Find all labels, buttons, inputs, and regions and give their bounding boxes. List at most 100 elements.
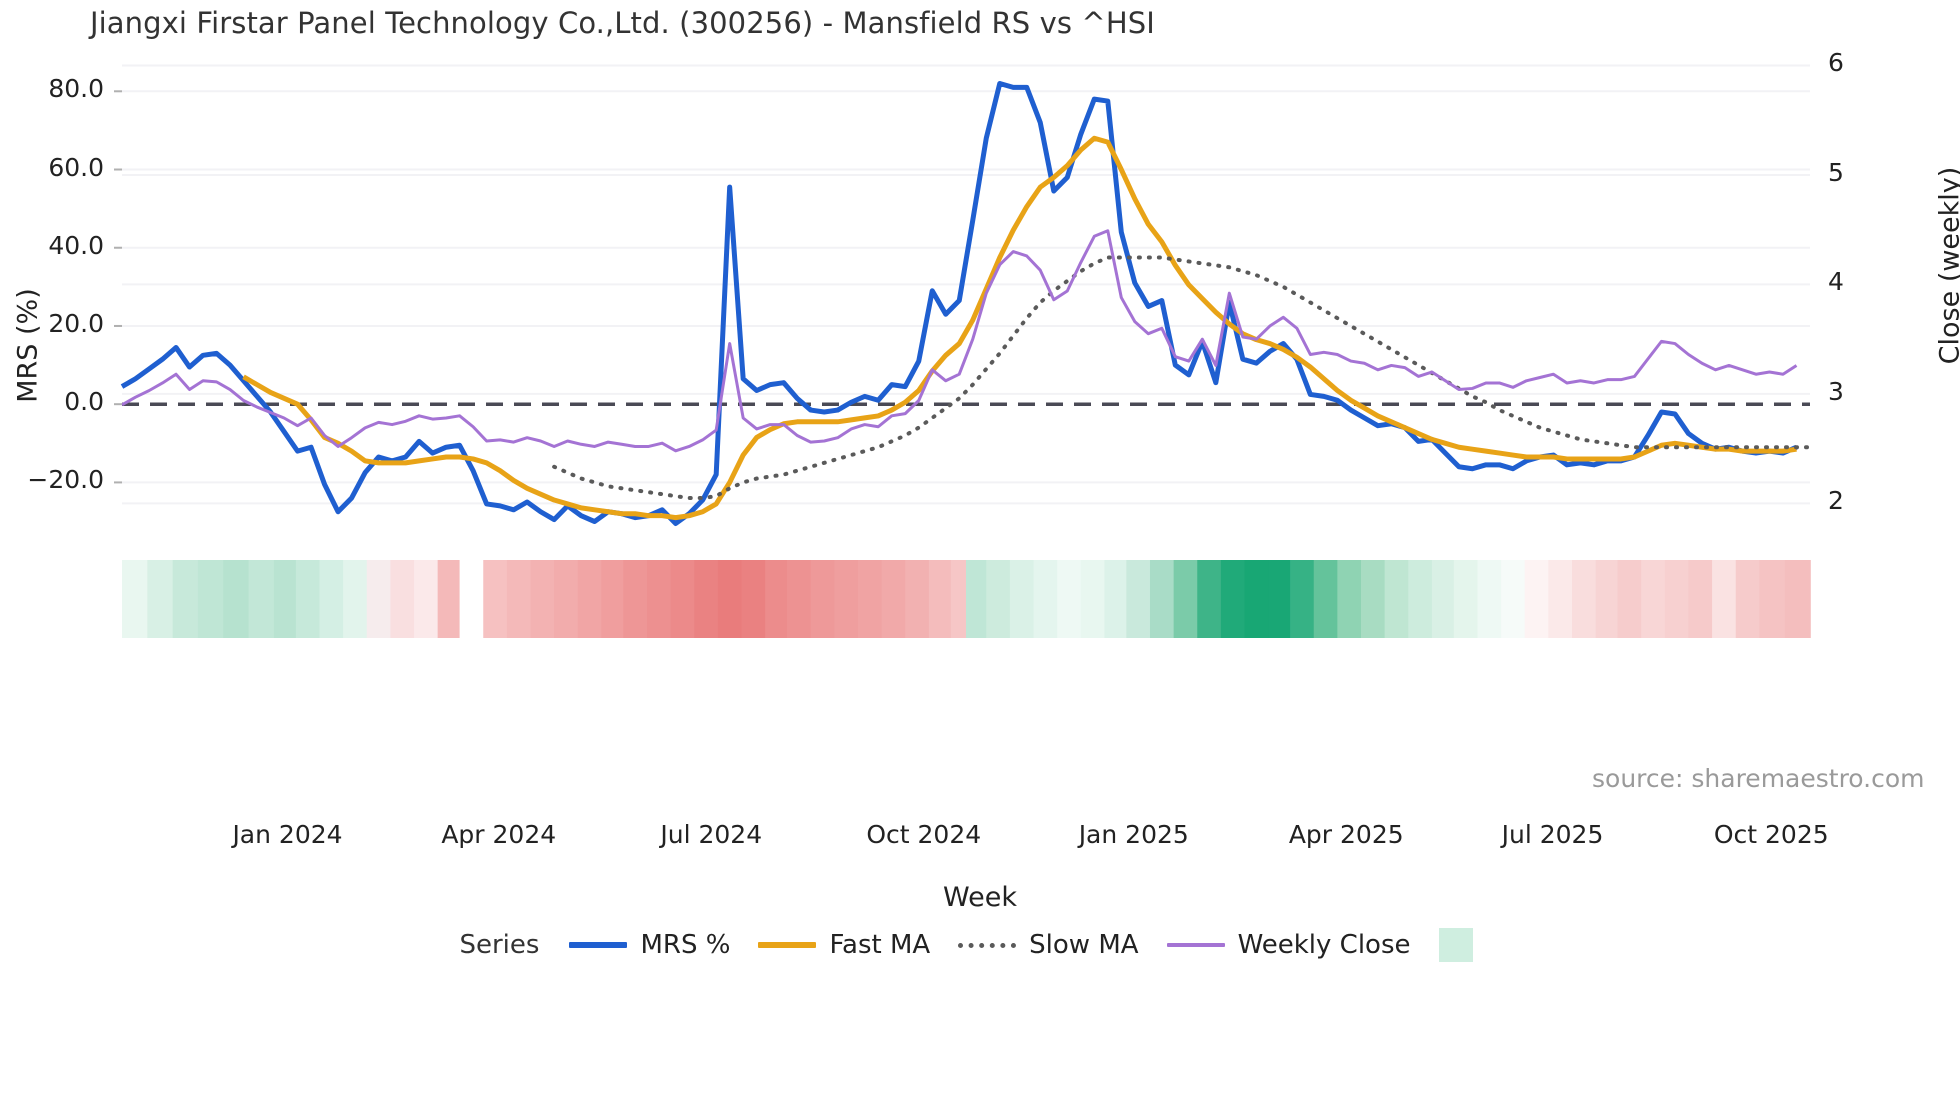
regime-band-segment (905, 560, 930, 638)
y-tick-left-0: 80.0 (48, 74, 104, 104)
legend-entry-4[interactable] (1438, 928, 1473, 962)
regime-band-segment (623, 560, 648, 638)
x-tick-2: Jul 2024 (660, 820, 763, 849)
regime-band-segment (366, 560, 392, 638)
regime-band-segment (950, 560, 967, 638)
regime-band-segment (928, 560, 952, 638)
regime-band-segment (1759, 560, 1786, 638)
legend-entry-list: MRS % Fast MA Slow MA Weekly Close (569, 928, 1500, 962)
legend-swatch-mrs- (569, 934, 628, 956)
regime-band-segment (1688, 560, 1713, 638)
legend-entry-2[interactable]: Slow MA (958, 930, 1139, 960)
x-tick-6: Jul 2025 (1501, 820, 1604, 849)
y-tick-left-5: −20.0 (27, 465, 104, 495)
regime-band-segment (1571, 560, 1597, 638)
regime-band-segment (1009, 560, 1035, 638)
y-tick-right-1: 5 (1828, 157, 1844, 187)
x-tick-0: Jan 2024 (232, 820, 343, 849)
x-tick-1: Apr 2024 (441, 820, 557, 849)
regime-band-segment (857, 560, 883, 638)
regime-band-segment (273, 560, 297, 638)
y-tick-right-4: 2 (1828, 486, 1844, 516)
regime-band-segment (694, 560, 719, 638)
chart-title: Jiangxi Firstar Panel Technology Co.,Ltd… (90, 6, 1155, 40)
regime-band-segment (343, 560, 368, 638)
regime-band-segment (646, 560, 672, 638)
regime-band-segment (787, 560, 812, 638)
regime-band-segment (1220, 560, 1246, 638)
x-tick-3: Oct 2024 (866, 820, 982, 849)
regime-band-segment (741, 560, 766, 638)
regime-band-segment (1033, 560, 1058, 638)
regime-band-segment (601, 560, 625, 638)
regime-band-segment (197, 560, 225, 638)
regime-band-segment (1126, 560, 1151, 638)
regime-band-segment (295, 560, 321, 638)
regime-band-segment (1104, 560, 1128, 638)
regime-band-segment (554, 560, 579, 638)
regime-band-segment (1501, 560, 1526, 638)
legend-swatch-weekly-close (1166, 934, 1225, 956)
regime-band-segment (1408, 560, 1433, 638)
regime-band-segment (1524, 560, 1550, 638)
regime-band-segment (986, 560, 1011, 638)
legend-label-2: Slow MA (1029, 930, 1139, 960)
legend-entry-0[interactable]: MRS % (569, 930, 730, 960)
regime-band-segment (1735, 560, 1761, 638)
series-line-fast-ma (242, 135, 1797, 521)
regime-band-segment (1173, 560, 1199, 638)
series-line-mrs (120, 80, 1798, 526)
legend-swatch-band (1438, 928, 1473, 962)
regime-band-segment (717, 560, 743, 638)
regime-band-segment (1197, 560, 1222, 638)
regime-band-segment (1453, 560, 1479, 638)
regime-band-segment (765, 560, 788, 638)
legend-label-0: MRS % (640, 930, 731, 960)
legend-label-1: Fast MA (829, 930, 931, 960)
regime-band-segment (1384, 560, 1410, 638)
y-tick-right-3: 3 (1828, 376, 1844, 406)
regime-band-segment (1149, 560, 1175, 638)
y-tick-left-4: 0.0 (64, 387, 104, 417)
regime-band-segment (1244, 560, 1269, 638)
regime-band-segment (459, 560, 485, 638)
regime-band-segment (834, 560, 859, 638)
regime-band-segment (483, 560, 508, 638)
regime-band-segment (1595, 560, 1619, 638)
regime-band-segment (172, 560, 199, 638)
regime-band-segment (147, 560, 174, 638)
legend-swatch-line-dotted (958, 943, 1017, 948)
regime-band-segment (1360, 560, 1386, 638)
regime-band-segment (1664, 560, 1690, 638)
regime-band-segment (506, 560, 532, 638)
regime-band-segment (1712, 560, 1737, 638)
regime-band-segment (670, 560, 696, 638)
regime-band-segment (1641, 560, 1666, 638)
regime-band-segment (437, 560, 461, 638)
regime-band-segment (1313, 560, 1339, 638)
x-tick-7: Oct 2025 (1713, 820, 1829, 849)
regime-band-segment (1477, 560, 1502, 638)
regime-band-segment (1080, 560, 1106, 638)
regime-band-segment (248, 560, 275, 638)
regime-band-segment (1617, 560, 1642, 638)
regime-band-segment (319, 560, 344, 638)
regime-band-segment (1548, 560, 1573, 638)
regime-band-segment (1784, 560, 1811, 638)
regime-band-segment (390, 560, 415, 638)
y-tick-right-2: 4 (1828, 267, 1844, 297)
regime-band-segment (122, 560, 149, 638)
regime-band-segment (223, 560, 250, 638)
y-tick-left-2: 40.0 (48, 230, 104, 260)
legend-entry-3[interactable]: Weekly Close (1166, 930, 1411, 960)
regime-band-segment (1290, 560, 1315, 638)
legend-label-3: Weekly Close (1237, 930, 1411, 960)
source-watermark: source: sharemaestro.com (1592, 764, 1925, 793)
legend-entry-1[interactable]: Fast MA (758, 930, 930, 960)
regime-band-segment (1337, 560, 1362, 638)
y-tick-left-3: 20.0 (48, 308, 104, 338)
x-tick-5: Apr 2025 (1288, 820, 1404, 849)
legend-title: Series (459, 930, 540, 960)
y-tick-left-1: 60.0 (48, 152, 104, 182)
